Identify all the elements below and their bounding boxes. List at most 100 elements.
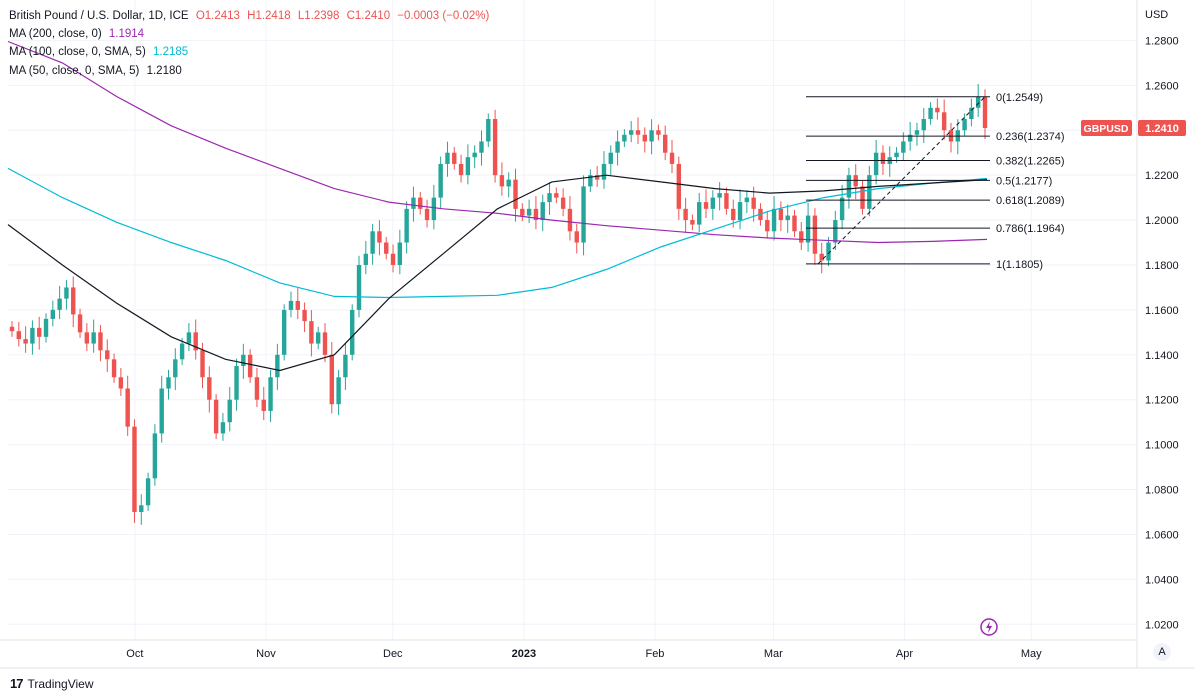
candle-body [649,130,654,142]
candle-body [778,208,784,221]
candle-body [16,331,22,340]
ma50-label: MA (50, close, 0, SMA, 5) [9,64,140,77]
candle-body [77,314,83,333]
candle-body [411,197,416,209]
candle-body [43,318,49,337]
y-tick-label: 1.0200 [1145,619,1179,631]
candle-body [200,350,205,378]
candle-body [329,354,334,405]
candle-body [982,96,988,128]
candle-body [384,242,389,254]
candle-body [901,141,906,153]
legend-open: O1.2413 [195,10,240,22]
candle-body [247,354,253,378]
candle-body [207,377,212,400]
y-tick-label: 1.2800 [1145,35,1179,47]
candle-body [336,377,341,405]
candle-body [234,366,239,400]
candle-body [445,152,450,164]
candle-body [771,208,777,232]
candle-body [547,193,552,203]
candle-body [220,422,226,434]
candle-body [765,220,770,232]
candle-body [744,197,750,203]
legend-ma50[interactable]: MA (50, close, 0, SMA, 5) 1.2180 [9,62,489,80]
candle-body [173,359,178,378]
candle-body [166,377,171,389]
candle-body [302,309,307,322]
y-tick-label: 1.1400 [1145,350,1179,362]
candle-body [608,152,613,164]
fib-level-label: 0.786(1.1964) [996,223,1065,235]
fib-level-label: 0.5(1.2177) [996,175,1052,187]
legend-ma100[interactable]: MA (100, close, 0, SMA, 5) 1.2185 [9,43,489,61]
candle-body [731,208,736,221]
y-tick-label: 1.2600 [1145,80,1179,92]
x-tick-label: Dec [383,648,403,660]
y-tick-label: 1.2200 [1145,170,1179,182]
candle-body [819,253,824,261]
legend-symbol-row: British Pound / U.S. Dollar, 1D, ICE O1.… [9,7,489,25]
candle-body [390,253,396,265]
candle-body [622,134,627,142]
ma200-line [7,40,988,244]
candle-body [751,197,756,209]
candle-body [139,505,144,512]
legend-title: British Pound / U.S. Dollar, 1D, ICE [9,10,189,22]
candle-body [594,175,600,180]
ma50-line [7,174,988,372]
candle-body [635,130,641,135]
candle-body [710,197,716,209]
candle-body [826,242,831,261]
price-tag-value-bg [1138,120,1186,136]
candle-body [928,107,933,120]
candle-body [458,163,464,176]
legend-ma200[interactable]: MA (200, close, 0) 1.1914 [9,25,489,43]
candle-body [628,130,634,135]
candle-body [37,327,42,337]
y-tick-label: 1.0800 [1145,485,1179,497]
candle-body [574,231,579,243]
candle-body [98,332,103,351]
candle-body [873,152,879,176]
legend-high: H1.2418 [247,10,291,22]
candle-body [465,157,471,176]
candle-body [676,163,682,209]
candle-body [812,215,818,254]
candle-body [125,388,130,427]
candle-body [268,377,273,411]
tradingview-logo-icon: 17 [10,676,24,691]
x-tick-label: Nov [256,648,276,660]
candle-body [315,332,321,344]
candle-body [513,179,518,209]
y-tick-label: 1.2000 [1145,215,1179,227]
price-tag-value: 1.2410 [1145,123,1179,135]
candle-body [737,202,743,221]
candle-body [663,134,668,153]
candle-body [254,377,260,400]
candle-body [71,287,76,315]
candle-body [472,152,477,158]
candle-body [921,119,926,131]
candle-body [227,399,232,423]
legend-low: L1.2398 [297,10,340,22]
candle-body [179,343,185,360]
candle-body [805,215,811,243]
candle-body [118,377,124,389]
y-tick-label: 1.1200 [1145,395,1179,407]
candle-body [792,215,797,232]
footer: 17 TradingView [10,676,94,691]
fib-level-label: 0.382(1.2265) [996,156,1065,168]
auto-scale-button[interactable]: A [1153,643,1171,661]
x-tick-label: Oct [126,648,143,660]
fib-level-label: 0.618(1.2089) [996,195,1065,207]
candle-body [833,220,838,243]
candle-body [9,326,15,332]
candle-body [261,399,266,411]
price-tag-symbol: GBPUSD [1084,123,1129,135]
candle-body [962,119,967,131]
candle-body [30,327,35,344]
candle-body [941,112,947,131]
